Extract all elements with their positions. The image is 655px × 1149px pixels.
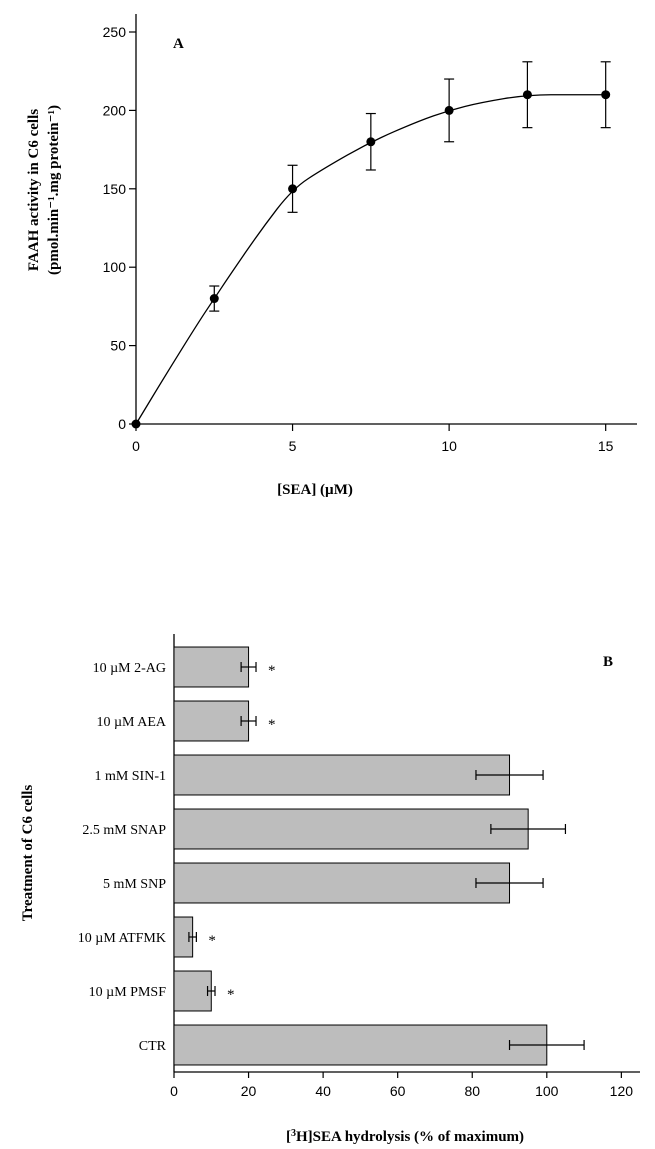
panel-a-y-tick-label: 150 [103,181,127,197]
panel-b-bar [173,808,529,850]
panel-b-category-label: 10 µM AEA [96,715,166,730]
panel-a-ticks: 0 50 100 150 200 250 0 5 10 15 [103,24,614,454]
panel-a-y-tick-label: 200 [103,102,127,118]
panel-b-category-label: 10 µM 2-AG [93,661,166,676]
panel-a-x-axis-label: [SEA] (µM) [277,482,353,498]
panel-a-data-point [601,90,611,100]
panel-b-bar [173,700,250,742]
panel-b-significance-marker: * [268,663,276,679]
panel-b-x-axis-label: [3H]SEA hydrolysis (% of maximum) [286,1128,524,1146]
panel-b-bar [173,1024,548,1066]
panel-b-bars: 10 µM 2-AG * 10 µM AEA * 1 mM SIN-1 2.5 mM SN… [78,646,585,1066]
panel-a-data-point [209,294,219,304]
panel-a-x-tick-label: 0 [132,438,140,454]
panel-b-x-tick-label: 20 [241,1083,257,1099]
panel-a-data-point [288,184,298,194]
panel-b-x-tick-label: 40 [315,1083,331,1099]
panel-a-fit-curve [135,94,606,425]
panel-b-bar [173,862,511,904]
panel-a: A [SEA] (µM) FAAH activity in C6 cells (… [26,14,637,498]
panel-a-x-tick-label: 5 [289,438,297,454]
panel-a-points [131,61,611,429]
panel-b-significance-marker: * [227,987,235,1003]
panel-a-x-tick-label: 15 [598,438,614,454]
panel-b: B [3H]SEA hydrolysis (% of maximum) Trea… [20,634,640,1145]
panel-b-bar [173,646,250,688]
panel-b-significance-marker: * [208,933,216,949]
panel-b-x-tick-label: 80 [464,1083,480,1099]
panel-a-y-tick-label: 100 [103,259,127,275]
panel-b-x-tick-label: 60 [390,1083,406,1099]
panel-b-bar [173,970,212,1012]
panel-a-y-axis-label-line2: (pmol.min⁻¹.mg protein⁻¹) [46,105,62,275]
panel-b-category-label: 2.5 mM SNAP [82,823,166,838]
panel-b-label: B [603,654,613,670]
panel-b-category-label: 10 µM ATFMK [78,931,166,946]
panel-b-category-label: 10 µM PMSF [89,985,167,1000]
panel-b-category-label: 5 mM SNP [103,877,166,892]
panel-a-y-axis-label-line1: FAAH activity in C6 cells [26,109,42,271]
panel-a-y-tick-label: 250 [103,24,127,40]
panel-b-x-tick-label: 0 [170,1083,178,1099]
panel-b-x-tick-label: 120 [610,1083,634,1099]
panel-b-category-label: 1 mM SIN-1 [94,769,166,784]
panel-b-x-tick-label: 100 [535,1083,559,1099]
panel-a-data-point [522,90,532,100]
panel-a-fit-line [135,94,606,425]
panel-b-y-axis-label: Treatment of C6 cells [20,785,36,922]
panel-a-y-tick-label: 0 [118,416,126,432]
panel-b-bar [173,754,511,796]
panel-a-data-point [131,419,141,429]
panel-a-label: A [173,36,184,52]
panel-a-data-point [366,137,376,147]
panel-a-data-point [444,105,454,115]
panel-b-significance-marker: * [268,717,276,733]
panel-b-ticks: 0 20 40 60 80 100 120 [170,1072,633,1099]
panel-a-y-tick-label: 50 [110,338,126,354]
panel-b-category-label: CTR [139,1039,167,1054]
panel-a-x-tick-label: 10 [441,438,457,454]
